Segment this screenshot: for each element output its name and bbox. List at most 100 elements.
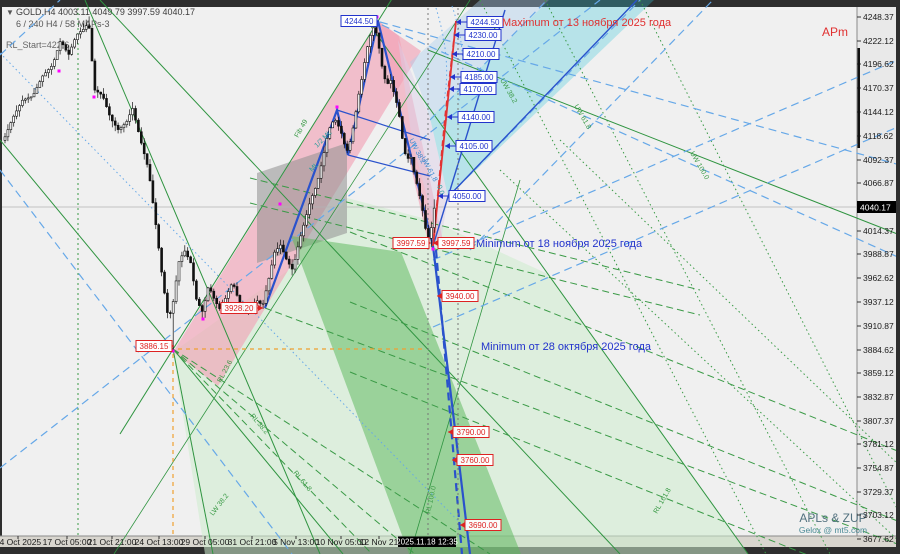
green-trendline[interactable] <box>369 24 749 554</box>
candle-body <box>302 224 306 237</box>
green-dashed-line[interactable] <box>264 307 900 546</box>
rl-fan-dashed[interactable] <box>172 348 416 554</box>
candle-body <box>395 91 398 103</box>
candle-body <box>151 180 155 203</box>
sky-dashed-line[interactable] <box>0 169 293 554</box>
candle-body <box>113 120 117 126</box>
candle-body <box>35 87 39 94</box>
price-axis-label: 3988.87 <box>863 249 894 259</box>
candle-body <box>276 248 279 253</box>
price-axis-label: 4118.62 <box>863 131 893 141</box>
candle-body <box>308 203 311 215</box>
blue-pitchfork-edge[interactable] <box>447 0 638 198</box>
green-dotted-line[interactable] <box>499 169 900 543</box>
candle-body <box>18 105 21 112</box>
reaction-line[interactable] <box>409 179 521 554</box>
candle-body <box>186 250 189 258</box>
pivot-dot <box>201 317 205 321</box>
price-tag[interactable]: 3997.59 <box>392 237 431 249</box>
candle-body <box>334 120 337 123</box>
price-tag[interactable]: 4230.00 <box>454 29 502 41</box>
sky-dashed-line[interactable] <box>432 58 900 261</box>
collapse-triangle-icon[interactable]: ▼ <box>6 8 14 17</box>
green-dotted-line[interactable] <box>559 139 900 467</box>
price-tag[interactable]: 4050.00 <box>438 190 486 202</box>
candle-body <box>377 32 381 49</box>
candle-body <box>21 99 24 106</box>
candle-body <box>166 292 169 313</box>
price-tag[interactable]: 4170.00 <box>449 83 497 95</box>
green-trendline[interactable] <box>84 0 321 554</box>
sky-dashed-line[interactable] <box>0 0 61 56</box>
price-axis[interactable]: 4248.37 4222.12 4196.62 4170.37 4144.12 4118.… <box>857 12 896 544</box>
sky-dashed-line[interactable] <box>379 21 900 166</box>
candle-body <box>427 228 430 239</box>
price-tag[interactable]: 3928.20 <box>220 302 263 314</box>
price-tag[interactable]: 4244.50 <box>456 16 504 28</box>
price-tag[interactable]: 4244.50 <box>340 15 379 27</box>
candle-body <box>429 227 433 239</box>
green-trendline[interactable] <box>99 0 621 554</box>
price-tag[interactable]: 4210.00 <box>452 48 500 60</box>
price-tag-value: 4244.50 <box>345 17 374 26</box>
rl-fan-dashed[interactable] <box>172 348 373 554</box>
price-tag-value: 3760.00 <box>461 456 490 465</box>
candle-body <box>235 286 239 296</box>
candle-body <box>163 271 166 294</box>
candle-body <box>406 153 410 159</box>
green-dashed-line[interactable] <box>249 177 701 291</box>
price-tag[interactable]: 3790.00 <box>448 426 490 438</box>
candle-body <box>424 210 427 229</box>
candle-body <box>148 164 152 182</box>
candle-body <box>392 80 395 92</box>
candle-body <box>171 301 175 314</box>
candle-body <box>111 114 114 122</box>
price-tag[interactable]: 3886.15 <box>135 340 174 352</box>
candle-body <box>32 93 36 98</box>
reaction-line[interactable] <box>172 348 214 554</box>
candle-body <box>371 27 375 36</box>
sky-dashed-line[interactable] <box>381 24 900 259</box>
price-axis-panel[interactable] <box>857 7 896 536</box>
red-dashed-retrace[interactable] <box>432 20 457 247</box>
price-tag[interactable]: 4105.00 <box>445 140 493 152</box>
price-tag[interactable]: 3690.00 <box>460 519 502 531</box>
symbol-ohlc-title: GOLD,H4 4003.11 4049.79 3997.59 4040.17 <box>16 7 195 17</box>
candle-body <box>70 46 73 55</box>
fib-arc[interactable] <box>435 7 448 101</box>
candle-body <box>232 284 236 287</box>
candle-body <box>229 284 233 292</box>
price-tag[interactable]: 3997.59 <box>433 237 475 249</box>
sky-dashed-line[interactable] <box>469 0 714 251</box>
blue-projection-line[interactable] <box>431 245 472 554</box>
uw-dotted-line[interactable] <box>479 0 767 554</box>
price-axis-label: 3937.12 <box>863 297 894 307</box>
price-tag-value: 3997.59 <box>397 239 426 248</box>
candle-body <box>374 27 378 34</box>
candle-body <box>3 136 7 141</box>
candle-body <box>200 305 204 312</box>
sky-dashed-line[interactable] <box>432 125 900 328</box>
lavender-band <box>398 40 448 247</box>
candle-body <box>270 264 274 279</box>
sky-dashed-line[interactable] <box>0 0 601 469</box>
candle-body <box>44 72 47 77</box>
price-tag[interactable]: 4140.00 <box>447 111 495 123</box>
price-tag[interactable]: 3940.00 <box>437 290 479 302</box>
price-axis-label: 4196.62 <box>863 59 894 69</box>
candle-body <box>15 110 18 117</box>
uw-dotted-line[interactable] <box>544 0 831 554</box>
blue-fan-line[interactable] <box>336 109 431 141</box>
price-axis-label: 3910.87 <box>863 321 894 331</box>
price-axis-label: 3807.37 <box>863 416 894 426</box>
rl-fan-dashed[interactable] <box>172 348 491 554</box>
green-dashed-line[interactable] <box>249 202 701 316</box>
red-impulse-line[interactable] <box>432 20 457 247</box>
candle-body <box>380 47 384 67</box>
pink-channel-median[interactable] <box>119 0 400 435</box>
price-tag[interactable]: 4185.00 <box>450 71 498 83</box>
price-tag[interactable]: 3760.00 <box>452 454 494 466</box>
candle-body <box>84 25 88 30</box>
